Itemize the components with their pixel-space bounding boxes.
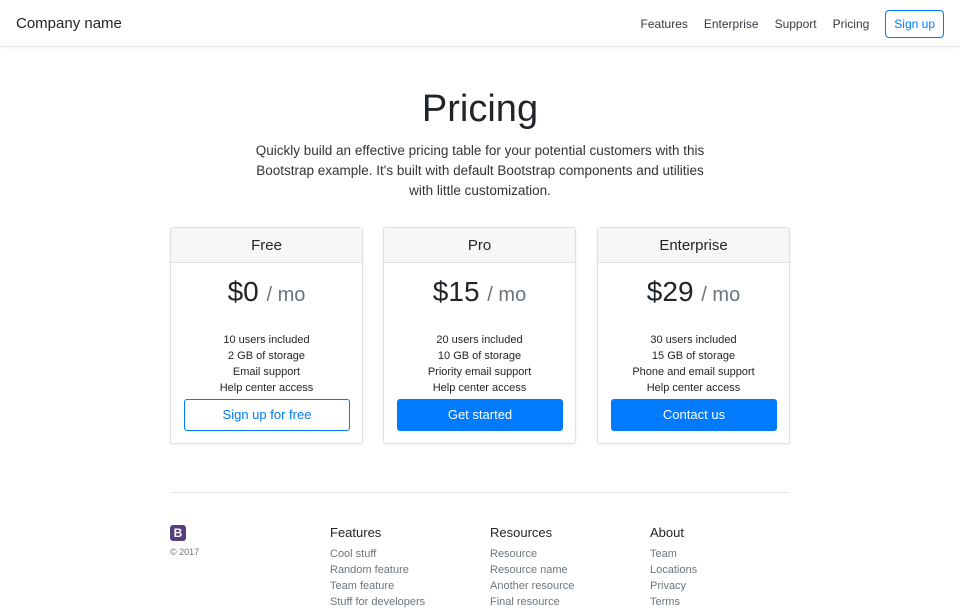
feature: Phone and email support: [632, 366, 755, 378]
page-title: Pricing: [421, 88, 539, 130]
footer-column-features: Features Cool stuff Random feature Team …: [330, 525, 425, 610]
price-period: / mo: [701, 284, 741, 306]
plan-card-free: Free $0 / mo 10 users included 2 GB of s…: [170, 227, 363, 444]
feature: Email support: [232, 366, 301, 378]
signup-button[interactable]: Sign up: [885, 10, 944, 38]
footer-link[interactable]: Final resource: [490, 596, 560, 608]
plan-name: Free: [171, 228, 362, 263]
footer-link[interactable]: Random feature: [330, 564, 409, 576]
nav-link-pricing[interactable]: Pricing: [832, 17, 870, 31]
price-period: / mo: [487, 284, 527, 306]
footer-column-resources: Resources Resource Resource name Another…: [490, 525, 574, 610]
feature-list: 30 users included 15 GB of storage Phone…: [598, 332, 789, 396]
footer-column-about: About Team Locations Privacy Terms: [650, 525, 697, 610]
footer-link[interactable]: Resource: [490, 548, 538, 560]
feature: 20 users included: [436, 334, 523, 346]
plan-price: $29 / mo: [598, 276, 789, 312]
feature: 30 users included: [650, 334, 737, 346]
plan-price: $0 / mo: [171, 276, 362, 312]
feature: 2 GB of storage: [227, 350, 306, 362]
price-amount: $15: [432, 276, 480, 307]
sign-up-free-button[interactable]: Sign up for free: [184, 399, 350, 431]
footer-link[interactable]: Terms: [650, 596, 680, 608]
plan-name: Pro: [384, 228, 575, 263]
footer-link[interactable]: Privacy: [650, 580, 687, 592]
plan-card-pro: Pro $15 / mo 20 users included 10 GB of …: [383, 227, 576, 444]
feature: 10 GB of storage: [437, 350, 522, 362]
feature: Priority email support: [427, 366, 532, 378]
nav-link-enterprise[interactable]: Enterprise: [703, 17, 759, 31]
nav-link-support[interactable]: Support: [774, 17, 817, 31]
footer-link[interactable]: Team: [650, 548, 677, 560]
nav-links: Features Enterprise Support Pricing Sign…: [641, 10, 944, 38]
price-amount: $29: [646, 276, 694, 307]
footer-heading: About: [650, 525, 684, 540]
divider: [170, 492, 790, 493]
get-started-button[interactable]: Get started: [397, 399, 563, 431]
feature: Help center access: [646, 382, 741, 394]
footer-heading: Resources: [490, 525, 553, 540]
plan-card-enterprise: Enterprise $29 / mo 30 users included 15…: [597, 227, 790, 444]
footer-link[interactable]: Stuff for developers: [330, 596, 426, 608]
price-period: / mo: [266, 284, 306, 306]
nav-link-features[interactable]: Features: [640, 17, 688, 31]
footer-link[interactable]: Team feature: [330, 580, 395, 592]
feature: Help center access: [432, 382, 527, 394]
contact-us-button[interactable]: Contact us: [611, 399, 777, 431]
feature-list: 20 users included 10 GB of storage Prior…: [384, 332, 575, 396]
plan-name: Enterprise: [598, 228, 789, 263]
price-amount: $0: [227, 276, 259, 307]
brand[interactable]: Company name: [16, 15, 122, 32]
bootstrap-logo-icon: B: [170, 525, 186, 541]
feature-list: 10 users included 2 GB of storage Email …: [171, 332, 362, 396]
feature: Help center access: [219, 382, 314, 394]
copyright: © 2017: [170, 547, 200, 557]
feature: 15 GB of storage: [651, 350, 736, 362]
footer-link[interactable]: Resource name: [490, 564, 568, 576]
footer-heading: Features: [330, 525, 382, 540]
navbar: Company name Features Enterprise Support…: [0, 0, 960, 47]
footer-link[interactable]: Another resource: [490, 580, 575, 592]
feature: 10 users included: [223, 334, 310, 346]
plan-price: $15 / mo: [384, 276, 575, 312]
footer-link[interactable]: Locations: [650, 564, 698, 576]
footer-link[interactable]: Cool stuff: [330, 548, 377, 560]
lead-text: Quickly build an effective pricing table…: [255, 143, 705, 198]
